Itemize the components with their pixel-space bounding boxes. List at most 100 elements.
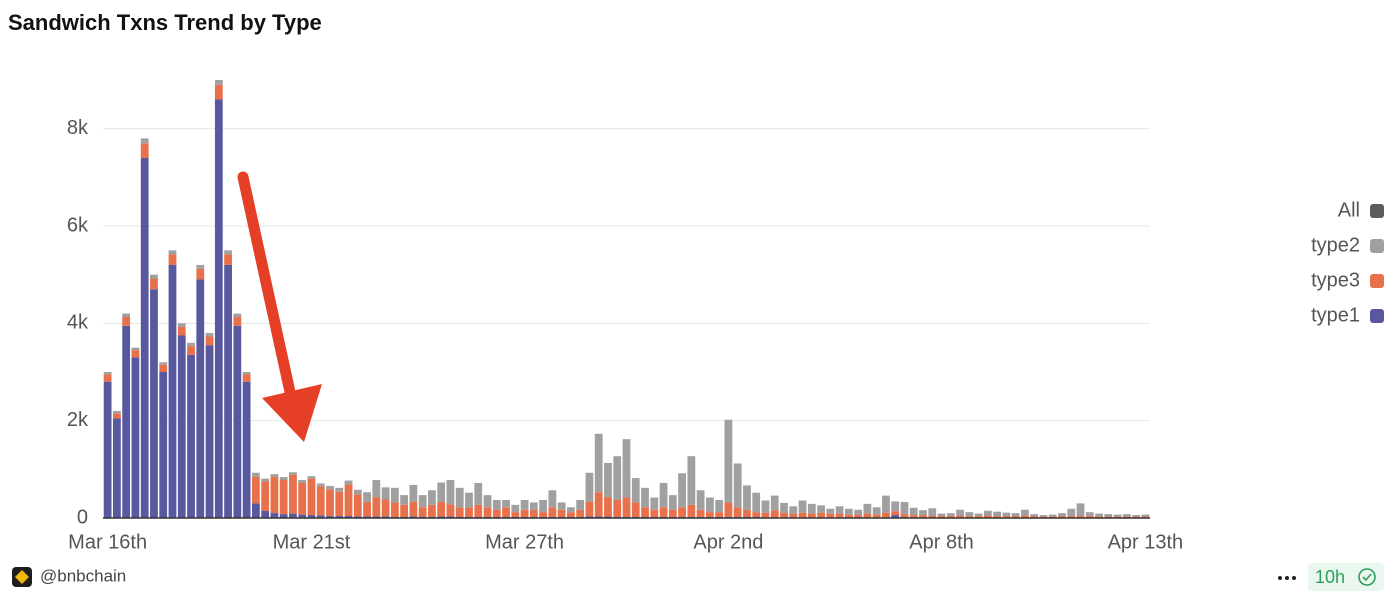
bar-segment (233, 317, 242, 326)
bar-segment (520, 499, 529, 510)
bar-segment (335, 516, 344, 518)
bar-segment (724, 502, 733, 518)
source-label[interactable]: @bnbchain (40, 566, 126, 585)
bar-segment (807, 513, 816, 518)
bar-segment (326, 485, 334, 490)
bar-segment (177, 323, 186, 327)
bar-segment (891, 501, 900, 512)
bar-segment (168, 254, 177, 265)
bar-segment (353, 489, 362, 495)
x-tick-label: Apr 13th (1108, 531, 1184, 553)
bar-segment (251, 503, 260, 518)
bar-segment (539, 512, 548, 518)
bar-segment (363, 501, 371, 517)
bar-segment (835, 513, 844, 518)
bar-segment (743, 509, 751, 518)
bar-segment (1011, 513, 1020, 517)
bar-segment (381, 499, 390, 517)
legend-swatch (1370, 309, 1384, 323)
bar-segment (242, 374, 251, 382)
bar-segment (826, 513, 835, 518)
bar-segment (965, 512, 974, 517)
bar-segment (687, 456, 696, 505)
bar-segment (696, 509, 705, 518)
bar-segment (298, 480, 307, 483)
bar-segment (937, 516, 946, 518)
bar-segment (465, 507, 473, 518)
bar-segment (1002, 516, 1011, 518)
bar-segment (1122, 514, 1131, 517)
y-tick-label: 2k (67, 409, 89, 431)
bar-segment (492, 509, 501, 518)
bar-segment (817, 512, 825, 518)
bar-segment (224, 254, 232, 265)
bar-segment (900, 514, 909, 518)
bar-segment (205, 333, 214, 337)
verified-check (1362, 573, 1372, 582)
bar-segment (567, 507, 575, 513)
arrow-shaft (237, 171, 296, 398)
bar-segment (131, 357, 140, 518)
bar-segment (511, 504, 520, 513)
bar-segment (1122, 516, 1131, 518)
bar-segment (307, 476, 316, 479)
bar-segment (177, 335, 186, 518)
bar-segment (1141, 514, 1150, 517)
bar-segment (187, 354, 195, 518)
bar-segment (548, 507, 557, 518)
bar-segment (455, 487, 464, 508)
bar-segment (761, 500, 770, 513)
bar-segment (511, 512, 520, 518)
y-tick-label: 6k (67, 214, 89, 236)
bar-segment (743, 485, 751, 510)
bar-segment (214, 99, 223, 518)
bar-segment (372, 497, 381, 517)
bar-segment (131, 350, 140, 358)
bar-segment (548, 490, 557, 508)
bar-segment (1076, 515, 1085, 518)
bar-segment (455, 507, 464, 518)
bar-segment (335, 487, 344, 492)
bar-segment (261, 478, 270, 482)
bar-segment (993, 511, 1002, 517)
bar-segment (205, 345, 214, 518)
bar-segment (428, 504, 436, 518)
bar-segment (863, 503, 872, 514)
bar-segment (724, 419, 733, 503)
bar-segment (854, 509, 863, 515)
bar-segment (326, 489, 334, 517)
bar-segment (585, 501, 594, 517)
more-menu[interactable] (1278, 576, 1296, 580)
bar-segment (316, 483, 325, 487)
bar-segment (344, 484, 353, 517)
legend-label: type1 (1311, 304, 1360, 326)
x-tick-label: Apr 8th (909, 531, 973, 553)
bar-segment (641, 487, 649, 508)
bar-segment (428, 490, 436, 505)
bar-segment (1058, 513, 1066, 517)
bar-segment (159, 372, 168, 518)
bar-segment (400, 504, 409, 518)
bar-segment (103, 381, 112, 518)
bar-segment (224, 264, 232, 518)
bar-segment (872, 514, 881, 518)
bar-segment (418, 495, 427, 508)
bar-segment (659, 507, 668, 518)
bar-segment (576, 499, 585, 510)
bar-segment (1067, 516, 1076, 518)
bar-segment (131, 347, 140, 351)
bar-segment (789, 513, 798, 518)
bar-segment (983, 510, 992, 516)
bar-segment (882, 495, 890, 513)
bar-segment (418, 507, 427, 518)
bar-segment (270, 474, 279, 477)
bar-segment (187, 346, 195, 355)
bar-segment (298, 514, 307, 518)
bar-segment (168, 264, 177, 518)
bar-segment (585, 472, 594, 502)
bar-segment (705, 497, 714, 513)
bar-segment (390, 502, 399, 518)
bar-segment (150, 278, 158, 290)
bar-segment (214, 84, 223, 100)
